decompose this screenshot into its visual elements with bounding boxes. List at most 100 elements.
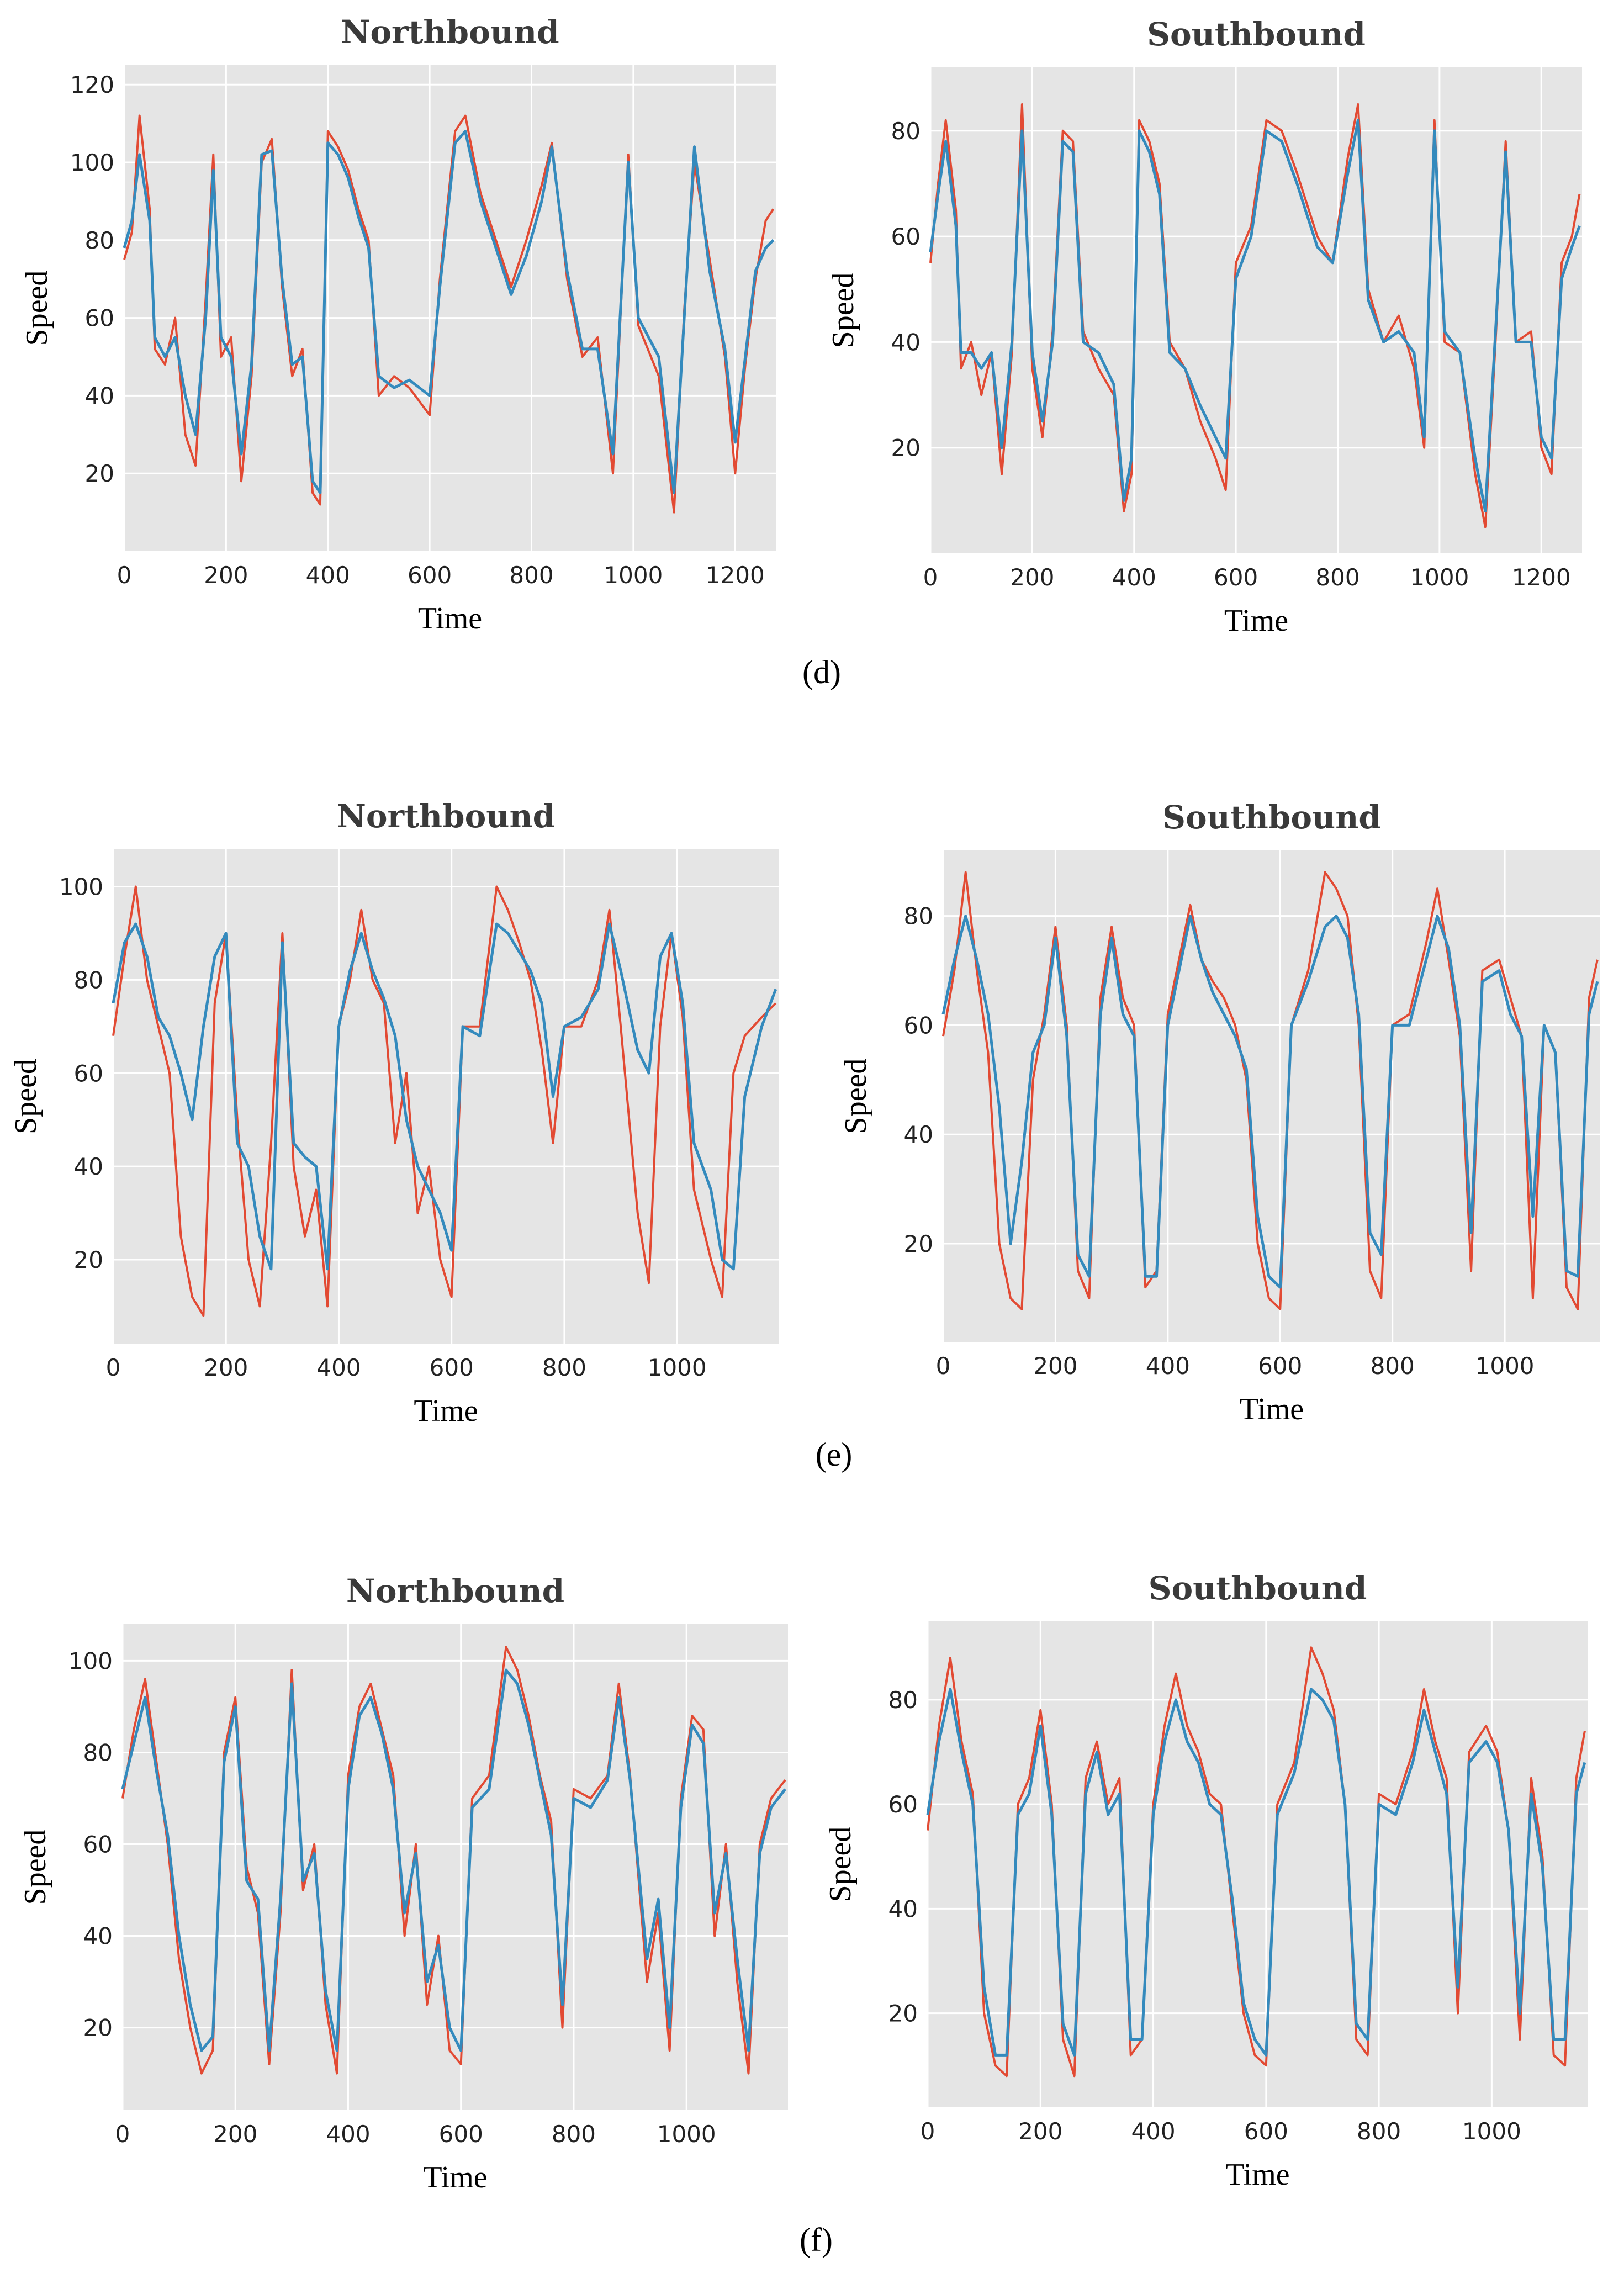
series-line-2 [123, 130, 775, 494]
x-tick-label: 0 [106, 1354, 121, 1381]
x-tick-label: 600 [430, 1354, 474, 1381]
x-tick-label: 200 [213, 2121, 257, 2148]
series-line-2 [926, 1688, 1586, 2057]
x-tick-label: 400 [306, 562, 350, 589]
y-tick-label: 100 [70, 149, 114, 176]
x-axis-label: Time [423, 2160, 487, 2195]
x-axis-label: Time [1224, 604, 1288, 638]
x-tick-label: 800 [509, 562, 553, 589]
x-tick-label: 0 [921, 2118, 935, 2145]
y-axis-label: Speed [18, 1830, 52, 1905]
y-axis-label: Speed [826, 273, 860, 348]
y-tick-label: 60 [888, 1791, 918, 1818]
y-tick-label: 60 [83, 1831, 113, 1858]
x-axis-label: Time [1225, 2158, 1289, 2192]
y-tick-label: 80 [83, 1739, 113, 1766]
plot-area [113, 849, 779, 1344]
chart-2: 0 200 400 600 800 1000 1200 20 40 60 80 Southbound T… [826, 15, 1582, 638]
x-tick-label: 1000 [1462, 2118, 1521, 2145]
caption-f: (f) [800, 2222, 833, 2258]
plot-area [928, 1621, 1588, 2107]
x-axis-label: Time [418, 601, 482, 636]
y-tick-label: 60 [904, 1012, 933, 1039]
chart-title: Southbound [1162, 799, 1381, 836]
x-tick-label: 1200 [1512, 564, 1571, 591]
x-tick-label: 400 [1112, 564, 1156, 591]
y-tick-label: 40 [891, 329, 921, 356]
y-tick-label: 80 [904, 903, 933, 930]
x-tick-label: 200 [1010, 564, 1054, 591]
series-line-2 [929, 119, 1581, 512]
caption-e: (e) [816, 1436, 853, 1473]
chart-3: 0 200 400 600 800 1000 20 40 60 80 100 Northbound Ti… [9, 797, 779, 1428]
series-line-2 [941, 915, 1599, 1289]
chart-5: 0 200 400 600 800 1000 20 40 60 80 100 Northbound Ti… [18, 1572, 788, 2195]
y-tick-label: 20 [888, 2000, 918, 2027]
y-tick-label: 40 [74, 1153, 103, 1180]
y-tick-label: 40 [83, 1923, 113, 1950]
x-tick-label: 400 [1146, 1352, 1190, 1379]
x-tick-label: 600 [408, 562, 452, 589]
x-tick-label: 400 [326, 2121, 370, 2148]
x-tick-label: 0 [923, 564, 938, 591]
x-tick-label: 800 [1371, 1352, 1415, 1379]
chart-title: Northbound [337, 797, 555, 835]
x-axis-label: Time [1240, 1392, 1304, 1426]
y-tick-label: 20 [83, 2015, 113, 2042]
series-line-2 [121, 1668, 786, 2052]
series-line-1 [927, 1646, 1586, 2078]
series-line-1 [112, 885, 777, 1317]
plot-area [124, 65, 776, 551]
y-axis-label: Speed [9, 1059, 43, 1134]
x-tick-label: 1000 [657, 2121, 716, 2148]
series-line-2 [112, 922, 777, 1271]
y-tick-label: 80 [85, 227, 114, 254]
x-tick-label: 600 [1214, 564, 1258, 591]
x-tick-label: 1000 [648, 1354, 707, 1381]
y-axis-label: Speed [823, 1827, 858, 1902]
y-tick-label: 80 [888, 1687, 918, 1714]
x-tick-label: 800 [542, 1354, 586, 1381]
y-tick-label: 120 [70, 71, 114, 98]
y-tick-label: 20 [85, 460, 114, 487]
x-tick-label: 600 [1244, 2118, 1288, 2145]
chart-title: Northbound [341, 13, 559, 51]
series-line-1 [942, 871, 1599, 1310]
x-tick-label: 0 [936, 1352, 951, 1379]
x-tick-label: 200 [204, 1354, 248, 1381]
chart-6: 0 200 400 600 800 1000 20 40 60 80 Southbound Time S… [823, 1569, 1588, 2192]
x-tick-label: 1000 [1410, 564, 1469, 591]
y-tick-label: 60 [74, 1060, 103, 1087]
x-tick-label: 800 [552, 2121, 596, 2148]
y-tick-label: 80 [891, 118, 921, 145]
x-tick-label: 400 [1131, 2118, 1175, 2145]
y-axis-label: Speed [20, 271, 54, 346]
y-tick-label: 100 [68, 1647, 113, 1674]
chart-title: Southbound [1149, 1569, 1367, 1607]
x-tick-label: 200 [204, 562, 248, 589]
charts-root: 0 200 400 600 800 1000 120020406080100120North… [9, 13, 1600, 2195]
y-tick-label: 60 [891, 223, 921, 250]
x-tick-label: 800 [1315, 564, 1359, 591]
y-tick-label: 40 [904, 1121, 933, 1148]
x-axis-label: Time [414, 1394, 478, 1428]
chart-1: 0 200 400 600 800 1000 1200 20 40 60 80 100 120 North… [20, 13, 776, 636]
x-tick-label: 800 [1357, 2118, 1401, 2145]
y-tick-label: 40 [85, 382, 114, 409]
x-tick-label: 0 [117, 562, 132, 589]
x-tick-label: 200 [1033, 1352, 1077, 1379]
x-tick-label: 400 [316, 1354, 361, 1381]
plot-area [943, 850, 1600, 1342]
x-tick-label: 600 [439, 2121, 483, 2148]
chart-4: 0 200 400 600 800 1000 20 40 60 80 Southbound Time S… [839, 799, 1600, 1426]
x-tick-label: 1000 [1475, 1352, 1535, 1379]
y-tick-label: 20 [891, 435, 921, 462]
x-tick-label: 600 [1258, 1352, 1302, 1379]
x-tick-label: 0 [115, 2121, 130, 2148]
x-tick-label: 1000 [604, 562, 663, 589]
y-tick-label: 80 [74, 966, 103, 993]
y-tick-label: 100 [59, 874, 103, 901]
y-tick-label: 20 [74, 1246, 103, 1273]
caption-d: (d) [802, 654, 841, 690]
y-axis-label: Speed [839, 1059, 873, 1134]
